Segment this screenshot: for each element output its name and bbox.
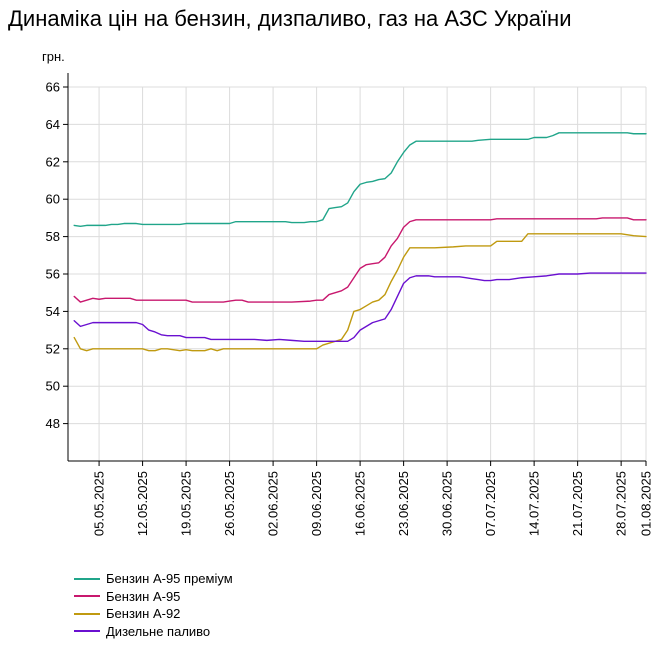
x-tick-label: 23.06.2025 (396, 471, 411, 536)
y-tick-label: 60 (46, 192, 60, 207)
legend-label: Бензин А-95 преміум (106, 571, 233, 586)
y-tick-label: 50 (46, 379, 60, 394)
legend-item: Бензин А-95 преміум (74, 570, 233, 588)
x-tick-label: 12.05.2025 (135, 471, 150, 536)
legend-label: Бензин А-92 (106, 606, 181, 621)
x-tick-label: 09.06.2025 (309, 471, 324, 536)
series-line-3 (73, 233, 647, 352)
series-line-4 (73, 272, 647, 343)
x-tick-label: 16.06.2025 (353, 471, 368, 536)
y-tick-label: 48 (46, 416, 60, 431)
x-tick-label: 30.06.2025 (440, 471, 455, 536)
y-tick-label: 62 (46, 154, 60, 169)
legend: Бензин А-95 преміум Бензин А-95 Бензин А-9… (74, 570, 233, 640)
legend-label: Дизельне паливо (106, 623, 211, 639)
legend-swatch (74, 577, 100, 580)
tick-labels: 48 50 52 54 56 58 60 62 64 66 05.05.2025 12.05.2025… (46, 80, 654, 537)
chart-plot: 48 50 52 54 56 58 60 62 64 66 05.05.2025 12.05.2025… (42, 49, 654, 537)
x-tick-label: 19.05.2025 (179, 471, 194, 536)
y-tick-label: 66 (46, 80, 60, 95)
y-tick-label: 58 (46, 229, 60, 244)
x-tick-label: 26.05.2025 (222, 471, 237, 536)
x-tick-label: 07.07.2025 (483, 471, 498, 536)
y-tick-label: 64 (46, 117, 60, 132)
legend-item: Бензин А-92 (74, 605, 233, 623)
y-tick-label: 52 (46, 341, 60, 356)
legend-item: Дизельне паливо (74, 623, 233, 641)
axes (63, 73, 647, 466)
x-tick-label: 14.07.2025 (527, 471, 542, 536)
x-tick-label: 21.07.2025 (570, 471, 585, 536)
series-line-1 (73, 132, 647, 228)
legend-swatch (74, 630, 100, 633)
legend-label: Бензин А-95 (106, 588, 181, 604)
x-tick-label: 01.08.2025 (639, 471, 654, 536)
x-tick-label: 28.07.2025 (614, 471, 629, 536)
y-tick-label: 54 (46, 304, 60, 319)
legend-swatch (74, 612, 100, 615)
chart-title: Динаміка цін на бензин, дизпаливо, газ н… (8, 6, 572, 31)
y-axis-label: грн. (42, 49, 65, 64)
legend-swatch (74, 595, 100, 598)
x-tick-label: 05.05.2025 (92, 471, 107, 536)
series-lines (73, 132, 647, 352)
legend-item: Бензин А-95 (74, 588, 233, 606)
y-tick-label: 56 (46, 267, 60, 282)
x-tick-label: 02.06.2025 (266, 471, 281, 536)
series-line-2 (73, 217, 647, 303)
